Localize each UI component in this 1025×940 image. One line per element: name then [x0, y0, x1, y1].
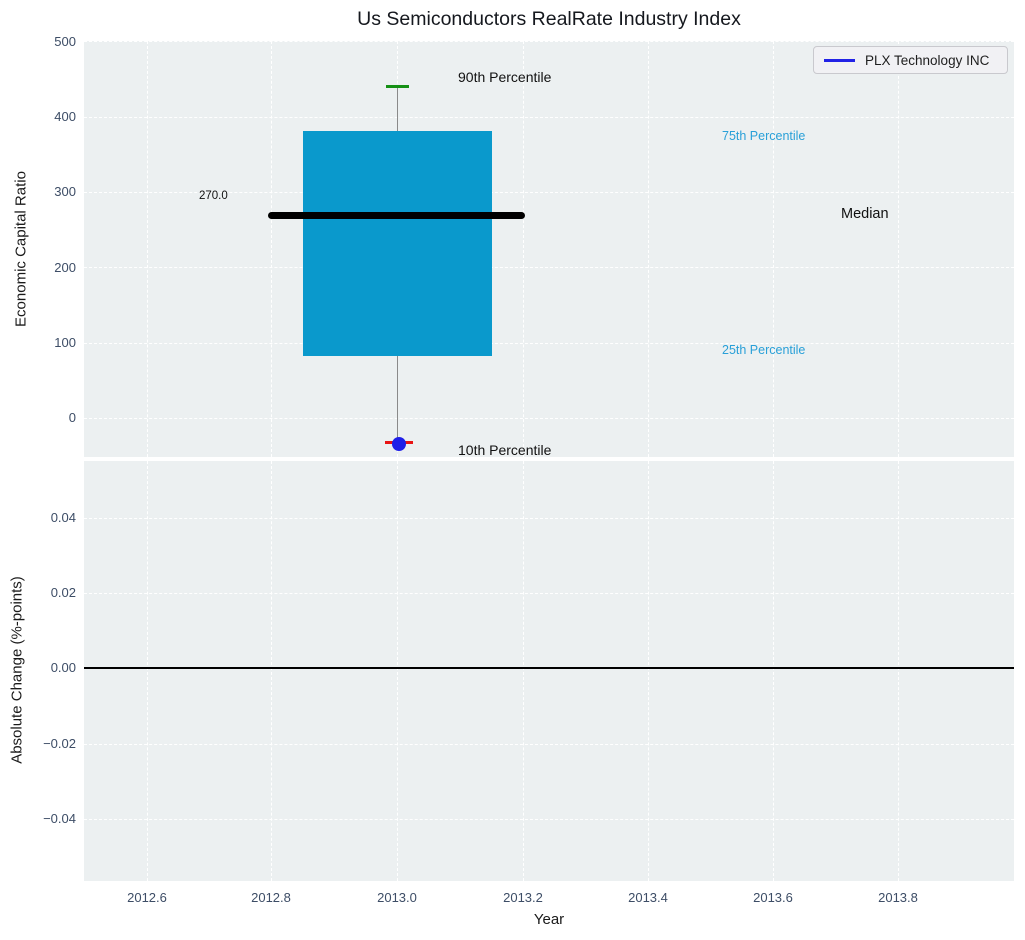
boxplot-iqr-box [303, 131, 492, 356]
gridline-v [271, 461, 272, 881]
xtick-label: 2013.2 [503, 890, 543, 905]
gridline-h [84, 343, 1014, 344]
xtick-label: 2012.8 [251, 890, 291, 905]
zero-reference-line [84, 667, 1014, 669]
ytick-label: 0.04 [50, 510, 76, 525]
bottom-y-axis-label: Absolute Change (%-points) [8, 576, 26, 764]
ytick-label: 100 [54, 335, 76, 350]
ytick-label: −0.04 [43, 811, 76, 826]
gridline-v [397, 461, 398, 881]
annotation-median: Median [841, 206, 889, 222]
legend-line-sample [824, 58, 855, 62]
gridline-h [84, 593, 1014, 594]
annotation-median-value: 270.0 [199, 190, 228, 202]
annotation-75th-percentile: 75th Percentile [722, 129, 806, 143]
gridline-h [84, 518, 1014, 519]
ytick-label: 0.02 [50, 585, 76, 600]
annotation-25th-percentile: 25th Percentile [722, 343, 806, 357]
xtick-label: 2012.6 [127, 890, 167, 905]
gridline-v [147, 41, 148, 457]
ytick-label: 500 [54, 34, 76, 49]
gridline-v [773, 461, 774, 881]
gridline-v [773, 41, 774, 457]
xtick-label: 2013.0 [377, 890, 417, 905]
gridline-v [147, 461, 148, 881]
top-y-axis-label: Economic Capital Ratio [12, 171, 30, 327]
xtick-label: 2013.4 [628, 890, 668, 905]
gridline-v [898, 41, 899, 457]
gridline-v [523, 41, 524, 457]
gridline-v [648, 41, 649, 457]
xtick-label: 2013.8 [878, 890, 918, 905]
annotation-90th-percentile: 90th Percentile [458, 69, 552, 85]
gridline-h [84, 744, 1014, 745]
ytick-label: 0.00 [50, 660, 76, 675]
legend-label: PLX Technology INC [865, 52, 990, 68]
chart-title: Us Semiconductors RealRate Industry Inde… [357, 8, 741, 30]
gridline-v [271, 41, 272, 457]
gridline-h [84, 267, 1014, 268]
xtick-label: 2013.6 [753, 890, 793, 905]
ytick-label: 400 [54, 109, 76, 124]
gridline-h [84, 117, 1014, 118]
company-marker-dot [392, 437, 406, 451]
ytick-label: 200 [54, 260, 76, 275]
gridline-h [84, 192, 1014, 193]
gridline-v [648, 461, 649, 881]
top-axes [84, 41, 1014, 457]
gridline-v [523, 461, 524, 881]
x-axis-label: Year [533, 911, 565, 928]
gridline-h [84, 418, 1014, 419]
gridline-v [898, 461, 899, 881]
ytick-label: 0 [68, 410, 76, 425]
boxplot-median-line [268, 212, 525, 219]
legend: PLX Technology INC [813, 46, 1008, 74]
bottom-axes [84, 461, 1014, 881]
ytick-label: −0.02 [43, 736, 76, 751]
gridline-h [84, 819, 1014, 820]
gridline-h [84, 41, 1014, 42]
ytick-label: 300 [54, 184, 76, 199]
annotation-10th-percentile: 10th Percentile [458, 442, 552, 458]
boxplot-90th-cap [386, 85, 409, 88]
